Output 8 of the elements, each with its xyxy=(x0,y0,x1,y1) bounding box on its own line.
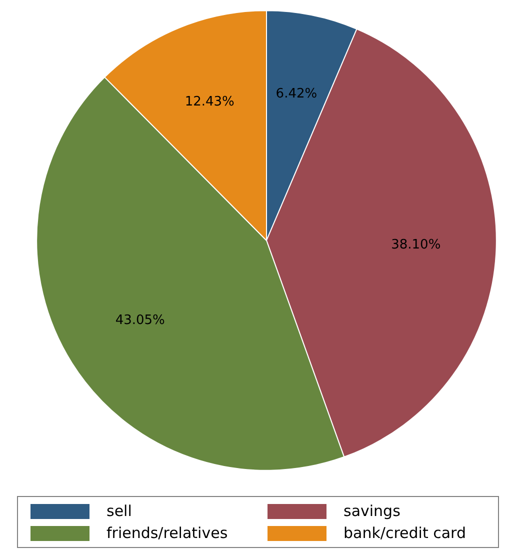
data-label: 43.05% xyxy=(115,312,165,328)
data-label: 12.43% xyxy=(184,94,234,110)
legend-label: savings xyxy=(344,502,402,520)
data-label: 38.10% xyxy=(391,237,441,252)
legend-label: bank/credit card xyxy=(344,524,467,542)
legend-label: sell xyxy=(106,502,133,520)
data-label: 6.42% xyxy=(276,86,318,102)
legend-label: friends/relatives xyxy=(106,524,229,542)
